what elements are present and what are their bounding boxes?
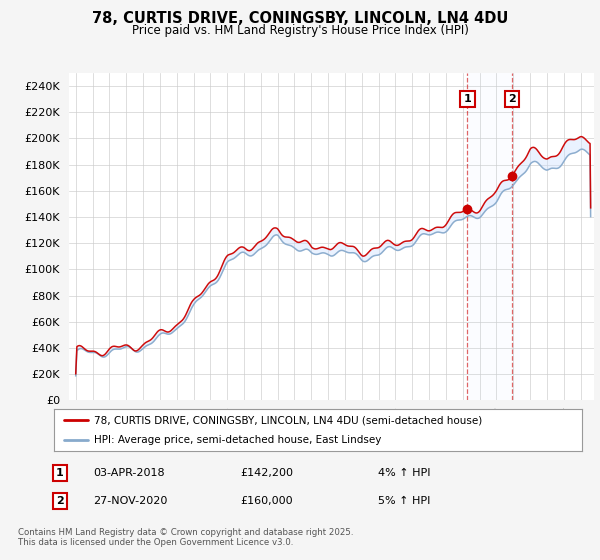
Text: 4% ↑ HPI: 4% ↑ HPI <box>378 468 431 478</box>
Text: 2: 2 <box>508 94 516 104</box>
Text: 03-APR-2018: 03-APR-2018 <box>93 468 164 478</box>
Text: 78, CURTIS DRIVE, CONINGSBY, LINCOLN, LN4 4DU (semi-detached house): 78, CURTIS DRIVE, CONINGSBY, LINCOLN, LN… <box>94 415 482 425</box>
Text: HPI: Average price, semi-detached house, East Lindsey: HPI: Average price, semi-detached house,… <box>94 435 381 445</box>
Text: 1: 1 <box>463 94 471 104</box>
Text: 78, CURTIS DRIVE, CONINGSBY, LINCOLN, LN4 4DU: 78, CURTIS DRIVE, CONINGSBY, LINCOLN, LN… <box>92 11 508 26</box>
Text: 5% ↑ HPI: 5% ↑ HPI <box>378 496 430 506</box>
Text: £160,000: £160,000 <box>240 496 293 506</box>
Text: £142,200: £142,200 <box>240 468 293 478</box>
Text: 27-NOV-2020: 27-NOV-2020 <box>93 496 167 506</box>
Text: 1: 1 <box>56 468 64 478</box>
Text: Contains HM Land Registry data © Crown copyright and database right 2025.
This d: Contains HM Land Registry data © Crown c… <box>18 528 353 547</box>
Text: 2: 2 <box>56 496 64 506</box>
Text: Price paid vs. HM Land Registry's House Price Index (HPI): Price paid vs. HM Land Registry's House … <box>131 24 469 36</box>
